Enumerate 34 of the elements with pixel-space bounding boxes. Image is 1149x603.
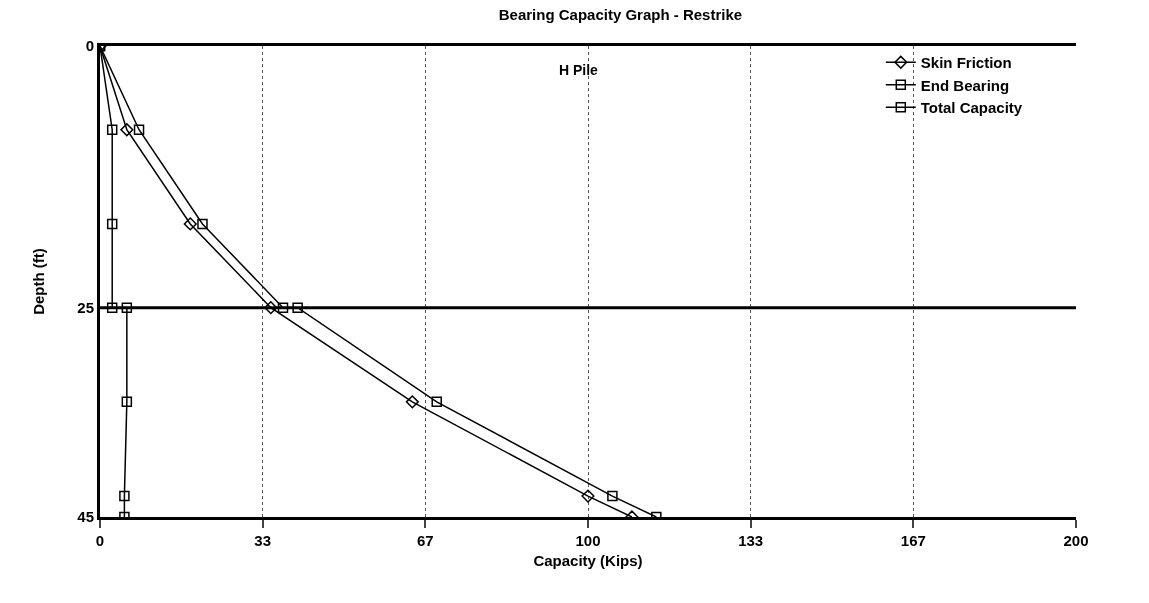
point [106,218,118,230]
y-tick-label: 25 [77,298,94,316]
point [183,217,197,231]
y-axis-title: Depth (ft) [29,248,47,315]
x-tick-label: 133 [738,532,764,549]
y-tick-label: 45 [77,508,94,526]
text: H Pile [559,62,599,78]
x-tick-label: 167 [900,532,926,549]
point [133,124,145,135]
point [106,124,118,135]
x-tick-label: 200 [1063,532,1089,549]
legend-label: Skin Friction [920,54,1012,72]
point [405,395,419,409]
point [119,490,130,502]
x-tick-label: 100 [575,532,601,549]
point [121,302,133,313]
y-tick-label: 0 [85,37,94,55]
x-axis-title: Capacity (Kips) [533,552,643,569]
x-tick-label: 33 [254,532,271,549]
legend-label: Total Capacity [920,99,1023,117]
point [197,218,208,230]
point [121,396,133,408]
point [264,301,278,315]
point [106,302,118,313]
point [581,489,595,503]
x-tick-label: 67 [417,532,434,549]
point [431,396,442,408]
point [292,302,303,313]
legend-label: End Bearing [920,76,1010,94]
x-tick-label: 0 [95,532,105,549]
point [120,123,134,137]
chart-title: Bearing Capacity Graph - Restrike [498,5,743,23]
point [277,302,289,313]
point [607,490,618,502]
